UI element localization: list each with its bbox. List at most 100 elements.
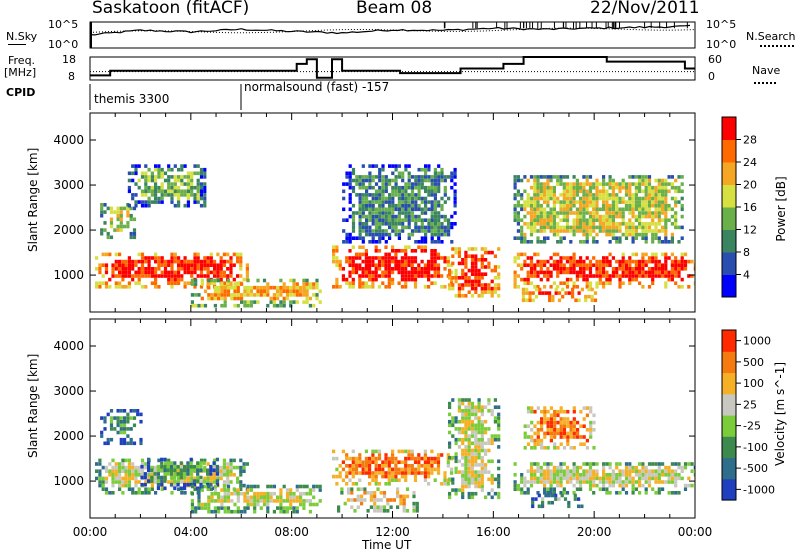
echo-cell [680, 465, 684, 470]
echo-cell [634, 182, 638, 186]
echo-cell [533, 222, 537, 226]
echo-cell [572, 225, 576, 230]
echo-cell [180, 480, 184, 484]
echo-cell [279, 303, 283, 308]
echo-cell [641, 483, 645, 488]
echo-cell [364, 249, 368, 253]
echo-cell [374, 449, 378, 454]
echo-cell [638, 218, 642, 222]
echo-cell [351, 456, 355, 461]
echo-cell [305, 484, 309, 489]
echo-cell [549, 214, 553, 219]
echo-cell [477, 276, 481, 280]
echo-cell [674, 281, 678, 285]
echo-cell [651, 274, 655, 278]
echo-cell [404, 196, 408, 201]
echo-cell [193, 487, 197, 491]
echo-cell [177, 167, 181, 172]
echo-cell [602, 185, 606, 190]
echo-cell [526, 487, 530, 491]
echo-cell [572, 222, 576, 226]
echo-cell [443, 478, 447, 482]
echo-cell [420, 464, 424, 468]
ytick-label: 3000 [53, 384, 84, 398]
echo-cell [289, 278, 293, 283]
echo-cell [427, 277, 431, 282]
echo-cell [410, 207, 415, 212]
echo-cell [374, 274, 378, 278]
echo-cell [111, 473, 115, 477]
echo-cell [420, 456, 424, 461]
echo-cell [562, 214, 566, 219]
echo-cell [631, 236, 635, 240]
echo-cell [453, 189, 457, 194]
echo-cell [123, 430, 127, 435]
echo-cell [368, 456, 372, 461]
echo-cell [474, 477, 478, 482]
echo-cell [526, 270, 530, 275]
echo-cell [461, 412, 465, 417]
echo-cell [358, 218, 362, 222]
echo-cell [638, 203, 642, 208]
echo-cell [414, 203, 418, 208]
echo-cell [212, 461, 216, 465]
echo-cell [556, 431, 560, 436]
echo-cell [667, 175, 671, 179]
echo-cell [114, 473, 118, 477]
echo-cell [276, 289, 280, 294]
echo-cell [572, 267, 576, 271]
echo-cell [598, 277, 602, 282]
echo-cell [546, 222, 550, 226]
echo-cell [348, 281, 352, 285]
echo-cell [269, 285, 273, 290]
echo-cell [644, 274, 648, 278]
echo-cell [574, 298, 578, 303]
echo-cell [579, 476, 583, 481]
echo-cell [299, 502, 303, 507]
echo-cell [199, 461, 203, 465]
echo-cell [377, 285, 382, 289]
echo-cell [131, 465, 135, 470]
echo-cell [440, 203, 444, 208]
echo-cell [180, 175, 184, 179]
echo-cell [470, 473, 475, 478]
echo-cell [605, 480, 609, 484]
echo-cell [114, 274, 118, 278]
echo-cell [440, 175, 444, 179]
echo-cell [423, 478, 427, 482]
echo-cell [358, 175, 362, 179]
echo-cell [585, 256, 589, 260]
echo-cell [565, 185, 570, 190]
echo-cell [350, 487, 354, 491]
echo-cell [530, 420, 534, 425]
echo-cell [667, 277, 671, 282]
echo-cell [461, 276, 465, 280]
echo-cell [540, 442, 544, 446]
freq-label: Freq. [8, 54, 36, 67]
echo-cell [243, 509, 247, 514]
echo-cell [661, 473, 665, 477]
echo-cell [589, 406, 593, 410]
echo-cell [170, 185, 174, 190]
echo-cell [190, 185, 194, 190]
echo-cell [577, 291, 581, 295]
echo-cell [127, 483, 131, 488]
echo-cell [453, 167, 457, 172]
echo-cell [134, 476, 138, 481]
echo-cell [354, 464, 359, 468]
echo-cell [552, 196, 556, 201]
echo-cell [397, 171, 401, 176]
echo-cell [108, 462, 112, 466]
echo-cell [667, 469, 671, 473]
echo-cell [104, 252, 109, 257]
echo-cell [315, 278, 319, 283]
echo-cell [565, 476, 570, 481]
echo-cell [559, 473, 563, 477]
echo-cell [335, 482, 339, 486]
echo-cell [206, 263, 210, 267]
echo-cell [585, 480, 589, 484]
echo-cell [457, 419, 461, 424]
echo-cell [559, 229, 563, 233]
echo-cell [546, 487, 550, 491]
echo-cell [464, 445, 468, 449]
